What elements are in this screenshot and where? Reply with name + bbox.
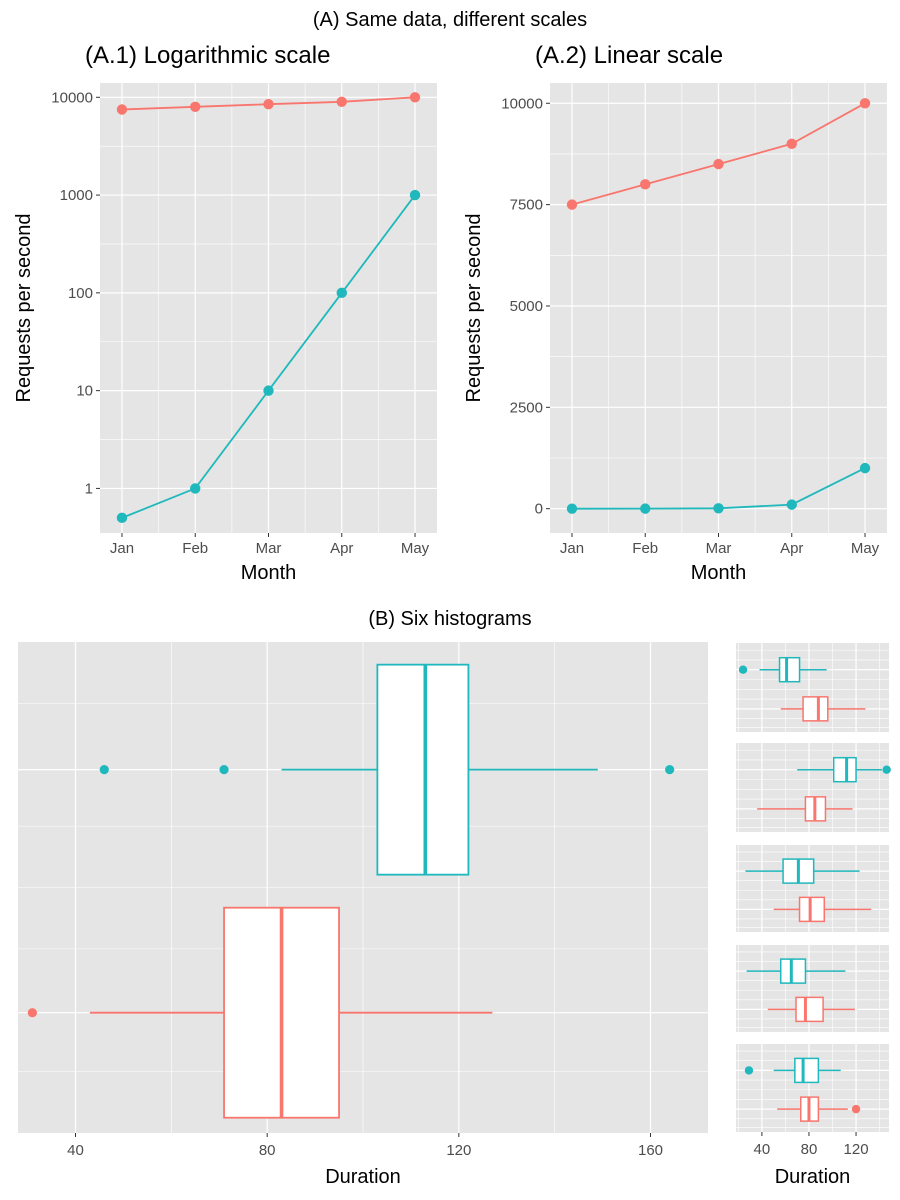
x-tick-label: May: [401, 540, 430, 557]
outlier-point: [665, 765, 675, 775]
chart-a1: 1 10 100 1000 10000 Jan Feb Mar Apr May (A.1) Loga…: [13, 42, 437, 584]
data-point: [336, 96, 347, 107]
y-tick-label: 2500: [510, 399, 543, 416]
data-point: [116, 104, 128, 115]
small-panel: [736, 845, 889, 932]
data-point: [859, 462, 871, 474]
box-iqr: [795, 996, 824, 1023]
outlier-point: [738, 665, 748, 674]
y-tick-label: 10000: [501, 95, 543, 112]
x-tick-label: Feb: [632, 540, 658, 557]
chart-title: (A.1) Logarithmic scale: [85, 42, 330, 69]
box-iqr: [802, 696, 829, 722]
x-tick-label: Apr: [780, 540, 803, 557]
x-axis-title: Duration: [325, 1166, 401, 1188]
y-tick-label: 7500: [510, 197, 543, 214]
section-b-title: (B) Six histograms: [368, 608, 531, 630]
outlier-point: [99, 765, 109, 775]
data-point: [566, 199, 578, 210]
x-axis-title: Duration: [775, 1166, 851, 1188]
data-point: [859, 98, 871, 109]
y-tick-label: 1000: [60, 187, 93, 204]
data-point: [640, 179, 651, 190]
data-point: [409, 92, 421, 103]
outlier-point: [851, 1104, 861, 1114]
data-point: [409, 189, 421, 201]
charts-layer: 1 10 100 1000 10000 Jan Feb Mar Apr May (A.1) Loga…: [13, 42, 891, 1188]
chart-b-main: 40 80 120 160 Duration: [18, 642, 708, 1188]
x-tick-label: Apr: [330, 540, 353, 557]
box-iqr: [794, 1057, 820, 1084]
x-tick-label: 120: [446, 1142, 471, 1159]
chart-a2: 0 2500 5000 7500 10000 Jan Feb Mar Apr May (A.2) L…: [463, 42, 887, 584]
outlier-point: [27, 1008, 37, 1018]
data-point: [713, 158, 724, 170]
data-point: [786, 138, 797, 150]
x-tick-label: 40: [754, 1141, 771, 1158]
x-tick-label: 80: [259, 1142, 276, 1159]
x-tick-label: 40: [67, 1142, 84, 1159]
x-tick-label: Jan: [110, 540, 134, 557]
small-panel: [736, 643, 889, 732]
x-tick-label: Mar: [256, 540, 282, 557]
small-panel: [736, 743, 891, 832]
y-tick-label: 10: [76, 383, 93, 400]
x-tick-label: 120: [844, 1141, 869, 1158]
data-point: [786, 499, 797, 510]
box-iqr: [798, 896, 826, 923]
x-tick-label: Feb: [182, 540, 208, 557]
data-point: [190, 483, 201, 494]
data-point: [640, 503, 651, 514]
outlier-point: [882, 765, 891, 774]
chart-title: (A.2) Linear scale: [535, 42, 723, 69]
x-tick-label: 160: [638, 1142, 663, 1159]
x-tick-label: 80: [801, 1141, 818, 1158]
outlier-point: [744, 1066, 754, 1075]
y-axis-title: Requests per second: [13, 213, 35, 402]
y-tick-label: 1: [85, 480, 93, 497]
x-axis-title: Month: [241, 562, 297, 584]
small-panel: [736, 945, 889, 1032]
figure-title: (A) Same data, different scales: [313, 9, 587, 31]
outlier-point: [219, 765, 229, 775]
y-tick-label: 100: [68, 285, 93, 302]
data-point: [566, 503, 578, 514]
data-point: [116, 512, 128, 524]
box-iqr: [778, 656, 801, 683]
chart-b-small-multiples: 40 80 120 Duration: [736, 643, 891, 1188]
y-axis-title: Requests per second: [463, 213, 485, 402]
y-tick-label: 0: [535, 501, 543, 518]
x-axis-title: Month: [691, 562, 747, 584]
y-tick-label: 10000: [51, 89, 93, 106]
box-iqr: [376, 663, 470, 876]
data-point: [336, 287, 347, 299]
data-point: [713, 503, 724, 514]
data-point: [263, 385, 274, 396]
box-iqr: [779, 958, 807, 984]
y-tick-label: 5000: [510, 298, 543, 315]
small-panel: [736, 1044, 889, 1132]
data-point: [263, 98, 274, 110]
x-tick-label: Jan: [560, 540, 584, 557]
data-point: [190, 101, 201, 112]
box-iqr: [832, 756, 857, 783]
x-tick-label: May: [851, 540, 880, 557]
x-tick-label: Mar: [706, 540, 732, 557]
